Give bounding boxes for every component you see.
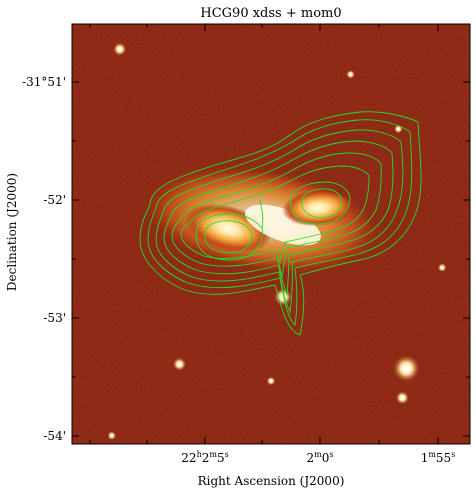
x-axis-label: Right Ascension (J2000) — [198, 474, 345, 488]
contour-3 — [155, 129, 404, 314]
contour-ridge — [259, 199, 264, 229]
contour-4 — [163, 140, 394, 296]
star-6 — [402, 364, 410, 372]
y-tick-label-3: -53' — [43, 311, 66, 325]
sky-image — [72, 24, 470, 444]
contour-8 — [204, 220, 253, 254]
star-9 — [110, 434, 114, 437]
star-3 — [397, 127, 400, 131]
contour-10 — [301, 188, 343, 219]
contour-2 — [147, 119, 413, 326]
contour-5 — [171, 152, 382, 279]
star-7 — [400, 396, 405, 400]
contour-6 — [180, 165, 370, 264]
mom0-contours — [139, 111, 422, 336]
y-tick-label-1: -31°51' — [22, 75, 66, 89]
y-tick-label-4: -54' — [43, 429, 66, 443]
y-tick-label-2: -52' — [43, 193, 66, 207]
contour-1 — [139, 111, 422, 336]
star-10 — [440, 266, 444, 269]
y-axis-label: Declination (J2000) — [5, 173, 19, 291]
star-5 — [177, 362, 182, 367]
x-tick-label-1: 22h2m5s — [181, 450, 228, 465]
star-2 — [349, 73, 352, 76]
plot-frame — [71, 23, 471, 445]
chart-title: HCG90 xdss + mom0 — [200, 6, 341, 21]
tick-marks — [72, 24, 470, 444]
contour-9 — [289, 181, 351, 225]
contour-7 — [195, 213, 263, 261]
star-1 — [117, 47, 122, 51]
star-8 — [269, 379, 273, 383]
galaxy-core-center — [245, 204, 321, 246]
x-tick-label-2: 2m0s — [307, 450, 334, 465]
galaxy-core-east — [282, 189, 354, 227]
x-tick-label-3: 1m55s — [421, 450, 456, 465]
